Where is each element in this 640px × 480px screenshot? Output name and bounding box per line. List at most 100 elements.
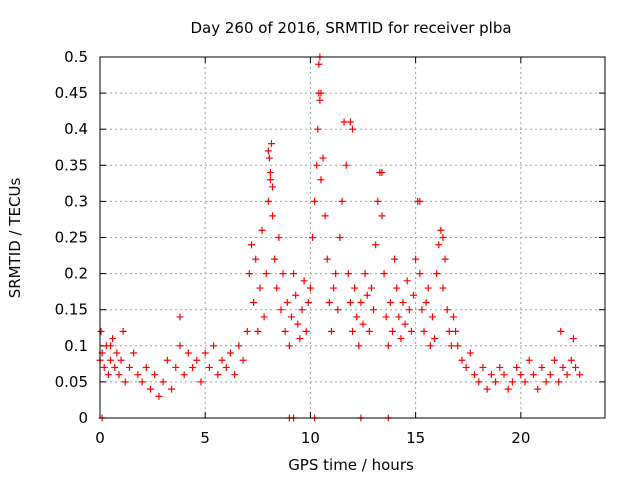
data-point: [380, 270, 388, 278]
data-point: [374, 197, 382, 205]
data-point: [254, 327, 262, 335]
data-points: [96, 53, 584, 422]
x-tick-label: 10: [301, 429, 320, 447]
data-point: [302, 327, 310, 335]
data-point: [119, 327, 127, 335]
y-tick-label: 0: [78, 409, 88, 427]
data-point: [452, 327, 460, 335]
data-point: [542, 378, 550, 386]
data-point: [492, 378, 500, 386]
data-point: [316, 96, 324, 104]
data-point: [125, 363, 133, 371]
data-point: [466, 349, 474, 357]
x-tick-label: 0: [95, 429, 105, 447]
data-point: [513, 363, 521, 371]
y-tick-label: 0.25: [55, 229, 88, 247]
data-point: [399, 298, 407, 306]
data-point: [214, 371, 222, 379]
data-point: [416, 270, 424, 278]
data-point: [439, 234, 447, 241]
data-point: [517, 371, 525, 379]
data-point: [569, 335, 577, 343]
data-point: [306, 284, 314, 292]
data-point: [245, 270, 253, 278]
data-point: [332, 270, 340, 278]
grid: [100, 57, 605, 418]
data-point: [314, 125, 322, 133]
data-point: [138, 378, 146, 386]
data-point: [309, 234, 317, 241]
data-point: [205, 363, 213, 371]
data-point: [266, 176, 274, 184]
y-axis-label: SRMTID / TECUs: [6, 178, 24, 299]
data-point: [222, 363, 230, 371]
data-point: [193, 356, 201, 364]
data-point: [357, 298, 365, 306]
data-point: [410, 291, 418, 299]
data-point: [250, 298, 258, 306]
data-point: [500, 371, 508, 379]
data-point: [327, 327, 335, 335]
data-point: [504, 385, 512, 393]
axis-ticks: 0 0.05 0.1 0.15 0.2 0.25 0.3 0.35 0.4 0.45 0.5 0 5 10…: [55, 48, 605, 447]
data-point: [168, 385, 176, 393]
data-point: [431, 335, 439, 343]
data-point: [372, 241, 380, 249]
data-point: [443, 306, 451, 314]
data-point: [367, 284, 375, 292]
data-point: [483, 385, 491, 393]
data-point: [441, 255, 449, 263]
data-point: [363, 291, 371, 299]
x-tick-label: 20: [511, 429, 530, 447]
data-point: [258, 226, 266, 234]
data-point: [338, 197, 346, 205]
data-point: [176, 342, 184, 350]
data-point: [551, 356, 558, 364]
data-point: [176, 313, 184, 321]
data-point: [273, 284, 281, 292]
data-point: [130, 349, 138, 357]
data-point: [458, 356, 466, 364]
data-point: [388, 327, 396, 335]
data-point: [271, 255, 279, 263]
data-point: [412, 255, 420, 263]
data-point: [264, 197, 272, 205]
data-point: [163, 356, 171, 364]
data-point: [559, 363, 567, 371]
data-point: [567, 356, 575, 364]
data-point: [479, 363, 487, 371]
x-tick-label: 15: [406, 429, 425, 447]
data-point: [189, 363, 197, 371]
data-point: [386, 298, 394, 306]
data-point: [420, 327, 428, 335]
data-point: [285, 342, 293, 350]
data-point: [210, 342, 218, 350]
data-point: [147, 385, 154, 393]
data-point: [407, 327, 415, 335]
data-point: [342, 161, 350, 169]
data-point: [300, 277, 308, 285]
data-point: [197, 378, 205, 386]
data-point: [428, 313, 436, 321]
data-point: [142, 363, 150, 371]
data-point: [555, 378, 563, 386]
data-point: [397, 335, 405, 343]
y-tick-label: 0.3: [64, 192, 88, 210]
data-point: [304, 298, 312, 306]
data-point: [344, 270, 352, 278]
data-point: [334, 306, 342, 314]
data-point: [340, 118, 348, 126]
data-point: [117, 356, 125, 364]
data-point: [378, 169, 386, 177]
data-point: [298, 306, 306, 314]
data-point: [155, 392, 163, 400]
data-point: [355, 342, 363, 350]
data-point: [104, 371, 112, 379]
data-point: [279, 270, 287, 278]
data-point: [454, 342, 462, 350]
data-point: [172, 363, 180, 371]
data-point: [349, 125, 356, 133]
data-point: [319, 154, 327, 162]
data-point: [370, 306, 378, 314]
data-point: [201, 349, 209, 357]
